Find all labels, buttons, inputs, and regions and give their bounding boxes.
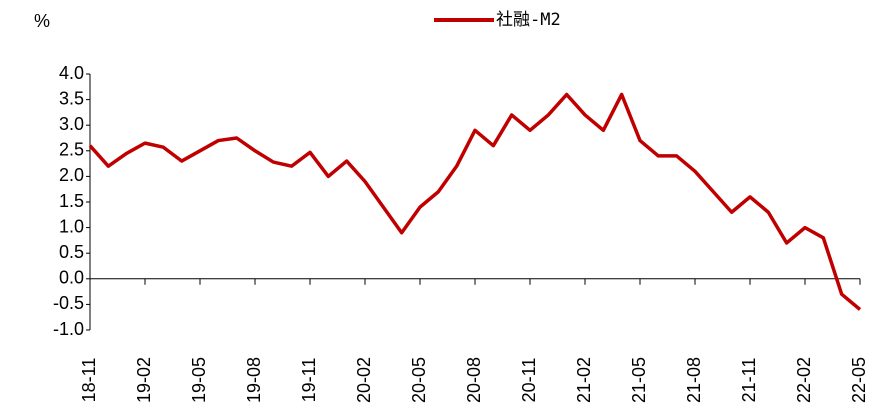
legend-text: 社融-M2 bbox=[496, 10, 561, 30]
y-tick-label: 0.5 bbox=[59, 242, 84, 262]
x-tick-label: 19-11 bbox=[299, 358, 319, 403]
y-tick-label: 0.0 bbox=[59, 268, 84, 288]
y-tick-label: 3.0 bbox=[59, 114, 84, 134]
x-tick-label: 21-11 bbox=[739, 358, 759, 403]
y-tick-label: -1.0 bbox=[53, 319, 84, 339]
y-tick-label: 1.5 bbox=[59, 191, 84, 211]
x-tick-label: 20-08 bbox=[464, 357, 484, 403]
x-tick-label: 19-02 bbox=[134, 357, 154, 403]
y-tick-label: 2.5 bbox=[59, 140, 84, 160]
x-tick-label: 20-11 bbox=[519, 358, 539, 403]
x-tick-label: 20-05 bbox=[409, 357, 429, 403]
y-tick-label: -0.5 bbox=[53, 293, 84, 313]
x-tick-label: 19-08 bbox=[244, 357, 264, 403]
unit-label: % bbox=[34, 11, 50, 31]
y-tick-label: 1.0 bbox=[59, 216, 84, 236]
data-line bbox=[88, 92, 862, 311]
x-tick-label: 18-11 bbox=[79, 358, 99, 403]
x-tick-label: 21-02 bbox=[574, 357, 594, 403]
x-tick-label: 21-08 bbox=[684, 357, 704, 403]
y-tick-label: 3.5 bbox=[59, 88, 84, 108]
x-tick-label: 22-02 bbox=[794, 357, 814, 403]
x-tick-label: 22-05 bbox=[849, 357, 869, 403]
y-tick-label: 4.0 bbox=[59, 63, 84, 83]
x-tick-label: 20-02 bbox=[354, 357, 374, 403]
x-tick-label: 21-05 bbox=[629, 357, 649, 403]
x-tick-label: 19-05 bbox=[189, 357, 209, 403]
y-tick-label: 2.0 bbox=[59, 165, 84, 185]
